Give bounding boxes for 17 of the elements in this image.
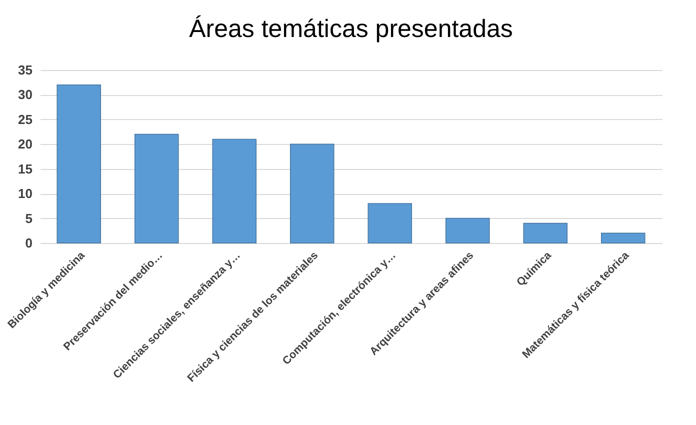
bar [601,232,646,244]
y-tick-label: 30 [18,87,32,102]
bar [446,218,490,244]
bar [368,203,412,244]
y-tick-label: 15 [18,161,32,176]
bar [134,134,179,244]
y-tick-label: 35 [18,62,32,78]
y-tick-label: 25 [18,112,32,127]
bar [212,138,256,244]
y-tick-label: 20 [18,136,32,152]
y-tick-label: 0 [25,236,32,250]
y-tick-label: 10 [18,186,32,202]
bar [523,222,568,244]
bar [290,144,334,244]
y-tick-label: 5 [25,210,32,226]
chart-title: Áreas temáticas presentadas [189,15,513,43]
bar [56,84,101,244]
